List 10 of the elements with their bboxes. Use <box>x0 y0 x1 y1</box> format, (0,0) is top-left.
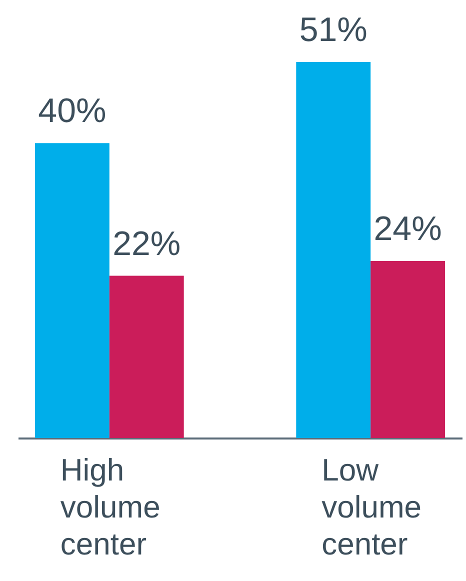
bar <box>296 62 371 438</box>
bar <box>370 261 446 438</box>
bar <box>109 276 184 438</box>
data-label: 24% <box>374 210 442 248</box>
data-label: 22% <box>112 224 181 263</box>
x-tick-label: Low volume center <box>322 452 422 562</box>
x-tick-label: High volume center <box>60 452 160 562</box>
data-label: 40% <box>38 92 106 130</box>
bar <box>34 143 110 438</box>
data-label: 51% <box>299 11 368 49</box>
